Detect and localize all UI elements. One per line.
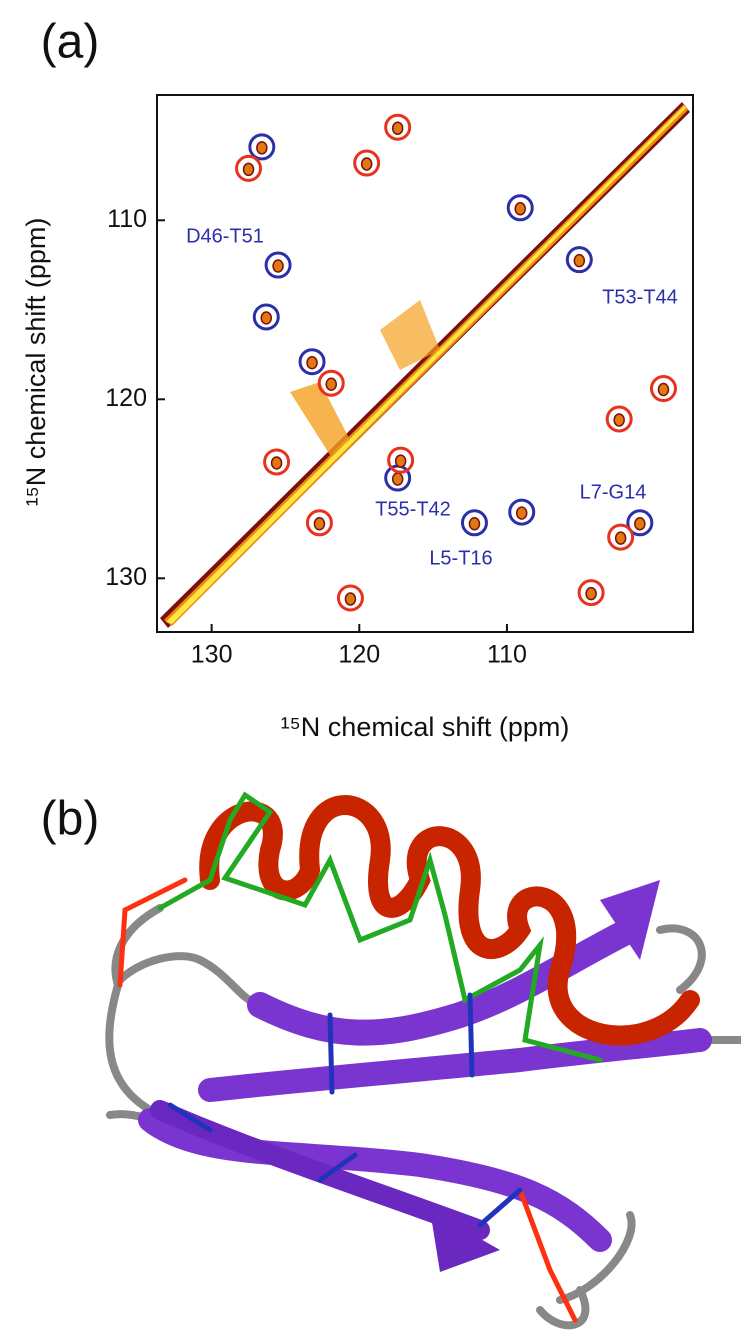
strand — [150, 1100, 490, 1240]
peak-circle — [384, 113, 412, 141]
strand — [247, 917, 643, 1046]
y-tick-label: 130 — [105, 563, 147, 591]
contact-line — [117, 877, 578, 1323]
peak — [270, 456, 283, 470]
peak — [242, 162, 255, 177]
peak-circle — [317, 369, 345, 397]
y-tick-label: 120 — [105, 384, 147, 412]
peak-circle — [607, 523, 635, 551]
x-axis-label: ¹⁵N chemical shift (ppm) — [281, 712, 570, 742]
peak — [394, 454, 407, 468]
peak — [614, 531, 627, 545]
peak-circle — [577, 579, 605, 607]
peak — [468, 517, 481, 531]
helix — [199, 795, 700, 1046]
peak-circle — [649, 375, 677, 403]
plot-frame — [156, 94, 694, 633]
x-tick-label: 120 — [338, 641, 380, 669]
peak — [360, 157, 373, 171]
panel-label: (b) — [41, 793, 100, 846]
contact-line — [167, 992, 523, 1228]
annotation: L7-G14 — [580, 481, 647, 503]
diagonal-band — [380, 300, 440, 370]
protein-structure — [105, 791, 741, 1330]
peak — [515, 506, 528, 520]
peak — [306, 355, 318, 370]
peak — [391, 472, 404, 486]
peak-circle — [252, 303, 280, 331]
diagonal-band — [290, 382, 350, 455]
peak-circle — [235, 154, 263, 182]
peak-circle — [305, 509, 333, 537]
peak — [613, 413, 625, 427]
peak-circle — [336, 584, 364, 612]
annotation: L5-T16 — [429, 547, 492, 569]
peak — [256, 141, 268, 155]
diagonal-band — [166, 106, 686, 624]
peak-circle — [506, 194, 534, 222]
strand — [198, 1028, 712, 1102]
strand-arrow — [430, 1210, 500, 1272]
peak — [657, 382, 670, 397]
peak — [573, 253, 586, 268]
y-axis-label: ¹⁵N chemical shift (ppm) — [21, 218, 51, 507]
peak-circle — [605, 405, 633, 433]
peak — [325, 377, 337, 391]
peak — [514, 202, 526, 216]
peak-circle — [565, 246, 593, 274]
peak-circle — [626, 509, 654, 537]
loop — [105, 904, 741, 1330]
peak — [260, 311, 273, 325]
strand-arrow — [600, 880, 660, 960]
peak — [272, 259, 284, 273]
peak-circle — [508, 498, 536, 526]
peak — [313, 517, 326, 531]
peak — [634, 517, 646, 531]
peak-circle — [353, 149, 381, 177]
peak — [391, 121, 404, 135]
peak-circle — [387, 446, 415, 474]
spectrum — [160, 102, 690, 628]
peak — [344, 592, 357, 606]
peak-circle — [248, 133, 276, 161]
peak-circle — [298, 348, 326, 376]
contact-line — [157, 791, 603, 1063]
x-tick-label: 110 — [487, 641, 527, 669]
y-tick-label: 110 — [107, 205, 147, 233]
peak-circle — [263, 448, 291, 476]
peak-circle — [460, 509, 488, 537]
strand — [138, 1108, 612, 1252]
annotation: D46-T51 — [186, 225, 264, 247]
x-tick-label: 130 — [191, 641, 233, 669]
panel-label: (a) — [41, 16, 100, 69]
peak — [585, 586, 597, 601]
annotation: T53-T44 — [602, 286, 678, 308]
peak-circle — [264, 251, 292, 279]
annotation: T55-T42 — [375, 498, 451, 520]
